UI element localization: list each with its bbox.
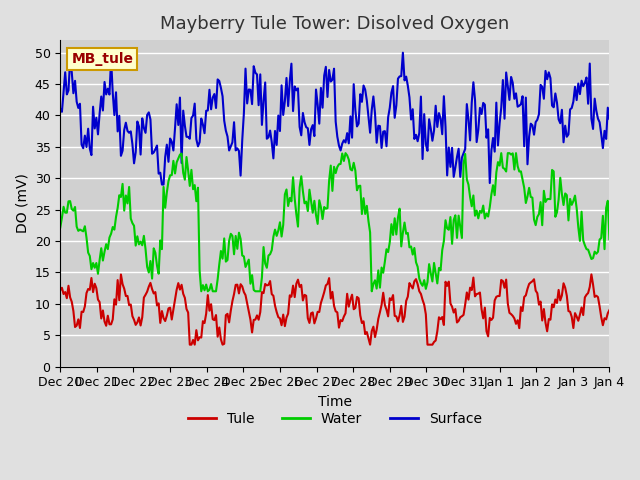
Title: Mayberry Tule Tower: Disolved Oxygen: Mayberry Tule Tower: Disolved Oxygen <box>160 15 509 33</box>
Tule <box>366 342 374 348</box>
Tule <box>63 295 70 301</box>
Tule <box>186 342 194 348</box>
Line: Water: Water <box>60 153 609 291</box>
Tule <box>222 312 230 318</box>
Surface <box>158 181 166 187</box>
Tule <box>588 272 595 277</box>
Tule <box>178 282 186 288</box>
Water <box>515 168 523 174</box>
Surface <box>515 103 523 108</box>
Tule <box>508 311 515 317</box>
Line: Surface: Surface <box>60 53 609 184</box>
Surface <box>63 92 70 97</box>
Water <box>222 259 230 264</box>
X-axis label: Time: Time <box>318 395 352 409</box>
Text: MB_tule: MB_tule <box>71 52 133 66</box>
Line: Tule: Tule <box>60 275 609 345</box>
Water <box>605 236 613 242</box>
Tule <box>605 307 613 313</box>
Surface <box>222 128 230 133</box>
Legend: Tule, Water, Surface: Tule, Water, Surface <box>182 407 488 432</box>
Surface <box>56 106 64 112</box>
Tule <box>56 287 64 293</box>
Surface <box>366 130 374 136</box>
Surface <box>509 80 516 85</box>
Water <box>56 225 64 230</box>
Water <box>178 151 186 156</box>
Water <box>342 150 349 156</box>
Tule <box>514 317 522 323</box>
Water <box>197 288 205 294</box>
Surface <box>399 50 407 56</box>
Surface <box>179 108 187 113</box>
Y-axis label: DO (mV): DO (mV) <box>15 173 29 233</box>
Water <box>368 288 376 294</box>
Water <box>63 210 70 216</box>
Water <box>509 150 516 156</box>
Surface <box>605 116 613 122</box>
